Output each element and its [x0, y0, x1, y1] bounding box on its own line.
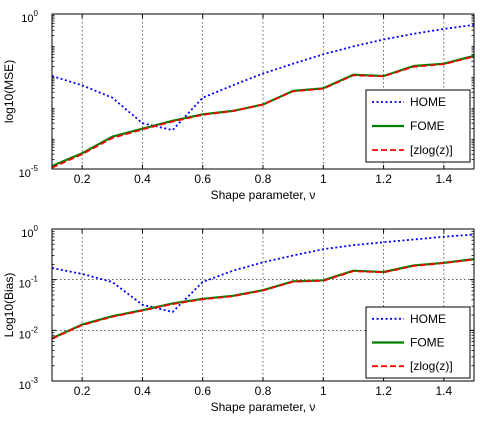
- x-tick-label: 0.2: [74, 384, 91, 398]
- y-tick-label: 10-1: [19, 275, 39, 291]
- y-tick-label: 10-2: [19, 325, 39, 341]
- legend-label: [zlog(z)]: [410, 359, 453, 373]
- x-tick-label: 1.4: [436, 172, 453, 186]
- legend-label: FOME: [410, 336, 445, 350]
- series-line-home: [51, 23, 475, 132]
- x-tick-label: 1.2: [375, 384, 392, 398]
- y-tick-label: 100: [21, 9, 38, 25]
- legend-label: FOME: [410, 119, 445, 133]
- y-tick-label: 10-5: [19, 164, 39, 180]
- x-tick-label: 0.2: [74, 172, 91, 186]
- y-tick-label: 10-3: [19, 376, 39, 392]
- series-line-zlog-z: [51, 258, 475, 340]
- y-axis-label: Log10(Bias): [2, 273, 16, 338]
- x-tick-label: 0.6: [194, 172, 211, 186]
- x-tick-label: 1.2: [375, 172, 392, 186]
- chart-panel-2: 0.2 0.4 0.6 0.8 1 1.2 1.4 10-3 10-2 10-1 100 Shape …: [2, 224, 475, 414]
- x-axis-label: Shape parameter, ν: [211, 188, 316, 202]
- legend-label: [zlog(z)]: [410, 143, 453, 157]
- x-tick-label: 1.4: [436, 384, 453, 398]
- legend: HOME FOME [zlog(z)]: [365, 306, 471, 379]
- x-tick-label: 0.4: [134, 384, 151, 398]
- legend-label: HOME: [410, 95, 446, 109]
- x-tick-label: 0.8: [255, 172, 272, 186]
- series-line-zlog-z: [51, 55, 475, 169]
- x-tick-label: 0.4: [134, 172, 151, 186]
- x-tick-label: 0.6: [194, 384, 211, 398]
- y-axis-label: log10(MSE): [2, 60, 16, 123]
- y-tick-label: 100: [21, 224, 38, 240]
- series-line-home: [51, 233, 475, 313]
- chart-panel-1: 0.2 0.4 0.6 0.8 1 1.2 1.4 10-5 100 Shape paramete…: [2, 9, 475, 202]
- legend: HOME FOME [zlog(z)]: [365, 89, 471, 163]
- legend-label: HOME: [410, 312, 446, 326]
- x-axis-label: Shape parameter, ν: [211, 400, 316, 414]
- x-tick-label: 1: [320, 384, 327, 398]
- x-tick-label: 1: [320, 172, 327, 186]
- x-tick-label: 0.8: [255, 384, 272, 398]
